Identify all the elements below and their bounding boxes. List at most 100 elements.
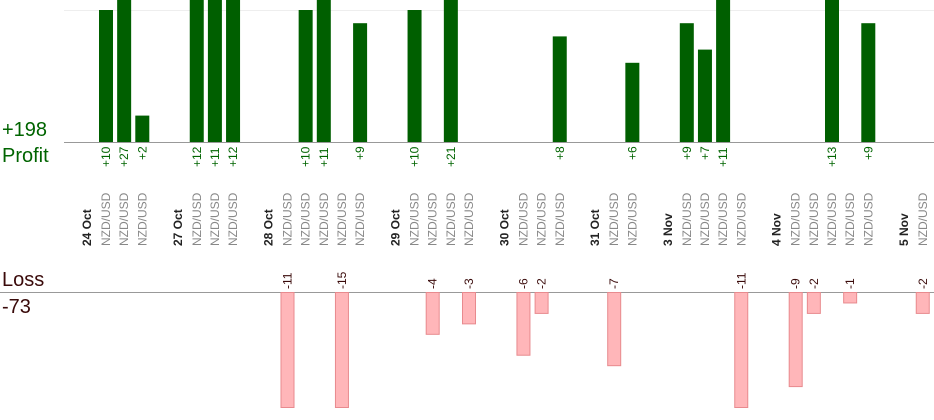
- loss-value-label: -9: [789, 278, 803, 289]
- date-label: 30 Oct: [497, 209, 511, 246]
- pair-label: NZD/USD: [535, 192, 549, 246]
- profit-bar: [625, 62, 640, 142]
- profit-value-label: +12: [226, 146, 240, 167]
- profit-bar: [825, 0, 839, 142]
- profit-bar: [716, 0, 731, 142]
- pair-label: NZD/USD: [281, 192, 295, 246]
- date-label: 28 Oct: [262, 209, 276, 246]
- pair-label: NZD/USD: [444, 192, 458, 246]
- pair-label: NZD/USD: [208, 192, 222, 246]
- profit-bar: [407, 10, 422, 142]
- loss-bar: [462, 292, 476, 325]
- profit-value-label: +10: [408, 146, 422, 167]
- profit-bar: [298, 10, 313, 142]
- pair-label: NZD/USD: [408, 192, 422, 246]
- profit-bar: [697, 49, 712, 142]
- pair-label: NZD/USD: [299, 192, 313, 246]
- pair-label: NZD/USD: [625, 192, 639, 246]
- loss-value-label: -11: [734, 272, 748, 289]
- loss-bar: [534, 292, 549, 314]
- loss-value-label: -1: [843, 278, 857, 289]
- pair-label: NZD/USD: [698, 192, 712, 246]
- pair-label: NZD/USD: [843, 192, 857, 246]
- loss-bar: [334, 292, 349, 408]
- profit-bar: [135, 115, 150, 142]
- loss-bar: [734, 292, 749, 408]
- loss-value-label: -4: [426, 278, 440, 289]
- profit-value-label: +6: [625, 146, 639, 160]
- profit-value-label: +9: [353, 146, 367, 160]
- pair-label: NZD/USD: [99, 192, 113, 246]
- pair-label: NZD/USD: [789, 192, 803, 246]
- loss-bar: [607, 292, 622, 367]
- profit-bar: [117, 0, 132, 142]
- loss-bar: [788, 292, 803, 388]
- pair-label: NZD/USD: [190, 192, 204, 246]
- profit-value-label: +11: [716, 147, 730, 167]
- profit-value-label: +9: [861, 146, 875, 160]
- date-label: 24 Oct: [80, 209, 94, 246]
- loss-total: -73: [2, 296, 31, 318]
- profit-bar: [189, 0, 204, 142]
- profit-bar: [443, 0, 458, 142]
- profit-value-label: +2: [135, 146, 149, 160]
- pair-label: NZD/USD: [226, 192, 240, 246]
- loss-value-label: -11: [281, 272, 295, 289]
- profit-value-label: +9: [680, 146, 694, 160]
- profit-bar: [861, 23, 876, 143]
- profit-value-label: +21: [444, 146, 458, 167]
- loss-bar: [843, 292, 858, 304]
- date-label: 3 Nov: [661, 213, 675, 246]
- profit-value-label: +11: [208, 147, 222, 167]
- loss-label: Loss: [2, 269, 45, 291]
- pair-label: NZD/USD: [462, 192, 476, 246]
- profit-total: +198: [2, 119, 48, 141]
- loss-bar: [915, 292, 930, 314]
- loss-bar: [806, 292, 821, 314]
- pair-label: NZD/USD: [516, 192, 530, 246]
- profit-value-label: +10: [299, 146, 313, 167]
- pair-label: NZD/USD: [825, 192, 839, 246]
- loss-value-label: -7: [607, 278, 621, 289]
- pair-label: NZD/USD: [335, 192, 349, 246]
- loss-value-label: -6: [516, 278, 530, 289]
- pair-label: NZD/USD: [426, 192, 440, 246]
- pair-label: NZD/USD: [317, 192, 331, 246]
- profit-value-label: +10: [99, 146, 113, 167]
- profit-value-label: +27: [117, 146, 131, 167]
- date-label: 31 Oct: [588, 209, 602, 246]
- loss-bar: [280, 292, 295, 408]
- loss-value-label: -15: [335, 271, 349, 289]
- profit-value-label: +11: [317, 147, 331, 167]
- pair-label: NZD/USD: [716, 192, 730, 246]
- profit-value-label: +12: [190, 146, 204, 167]
- loss-bar: [516, 292, 531, 356]
- pair-label: NZD/USD: [607, 192, 621, 246]
- pair-label: NZD/USD: [734, 192, 748, 246]
- loss-value-label: -2: [535, 278, 549, 289]
- profit-bar: [679, 23, 694, 143]
- date-label: 29 Oct: [389, 209, 403, 246]
- pair-label: NZD/USD: [916, 192, 930, 246]
- date-label: 4 Nov: [770, 213, 784, 246]
- profit-bar: [99, 10, 113, 142]
- pair-label: NZD/USD: [807, 192, 821, 246]
- date-label: 27 Oct: [171, 209, 185, 246]
- profit-bar: [353, 23, 368, 143]
- profit-bar: [226, 0, 241, 142]
- loss-value-label: -3: [462, 278, 476, 289]
- loss-value-label: -2: [807, 278, 821, 289]
- profit-value-label: +13: [825, 146, 839, 167]
- profit-bar: [316, 0, 331, 142]
- pair-label: NZD/USD: [135, 192, 149, 246]
- profit-bar: [552, 36, 567, 142]
- profit-value-label: +7: [698, 146, 712, 160]
- pair-label: NZD/USD: [861, 192, 875, 246]
- loss-value-label: -2: [916, 278, 930, 289]
- date-label: 5 Nov: [897, 213, 911, 246]
- pair-label: NZD/USD: [553, 192, 567, 246]
- profit-label: Profit: [2, 145, 49, 167]
- profit-value-label: +8: [553, 146, 567, 160]
- loss-bar: [425, 292, 440, 335]
